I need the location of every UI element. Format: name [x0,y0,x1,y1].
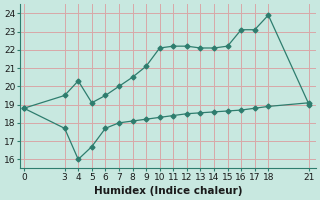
X-axis label: Humidex (Indice chaleur): Humidex (Indice chaleur) [93,186,242,196]
